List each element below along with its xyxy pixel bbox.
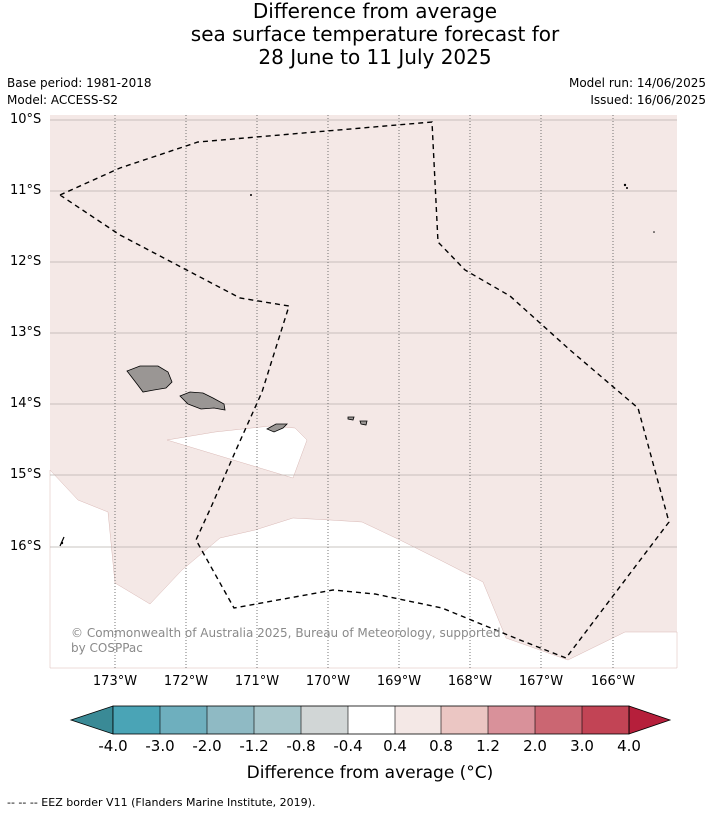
lat-label-16s: 16°S xyxy=(10,539,42,554)
eez-borders xyxy=(59,121,670,659)
colorbar-tick-label: -0.4 xyxy=(333,737,363,755)
lat-label-14s: 14°S xyxy=(10,396,42,411)
lon-label-173w: 173°W xyxy=(92,674,138,689)
islet-4 xyxy=(653,231,655,233)
island-tutuila xyxy=(266,423,288,433)
colorbar-segment xyxy=(301,706,348,734)
map-title: Difference from average sea surface temp… xyxy=(0,0,713,69)
lon-label-169w: 169°W xyxy=(376,674,422,689)
island-manua-1 xyxy=(347,416,355,421)
title-line-1: Difference from average xyxy=(252,0,498,23)
colorbar-segment xyxy=(254,706,301,734)
lat-label-13s: 13°S xyxy=(10,325,42,340)
colorbar-segment xyxy=(488,706,535,734)
islet-3 xyxy=(626,187,628,189)
colorbar-segment xyxy=(441,706,488,734)
lat-label-15s: 15°S xyxy=(10,467,42,482)
colorbar-tick-label: 0.4 xyxy=(383,737,407,755)
copyright-notice: © Commonwealth of Australia 2025, Bureau… xyxy=(71,626,501,655)
lat-label-11s: 11°S xyxy=(10,183,42,198)
lon-grid xyxy=(114,115,614,668)
colorbar-extend-low xyxy=(69,705,114,735)
lat-label-10s: 10°S xyxy=(10,112,42,127)
colorbar-segment xyxy=(395,706,441,734)
issued-date: Issued: 16/06/2025 xyxy=(590,93,706,107)
colorbar xyxy=(69,705,672,735)
colorbar-segment xyxy=(207,706,254,734)
lon-label-170w: 170°W xyxy=(305,674,351,689)
colorbar-outline xyxy=(112,705,630,735)
colorbar-tick-label: -0.8 xyxy=(286,737,316,755)
near-average-region-south xyxy=(49,469,678,669)
colorbar-tick-label: -3.0 xyxy=(145,737,175,755)
lon-label-171w: 171°W xyxy=(234,674,280,689)
near-average-region-north xyxy=(166,425,308,479)
islet-1 xyxy=(250,194,252,196)
colorbar-tick-label: 0.8 xyxy=(429,737,453,755)
eez-legend: -- -- -- EEZ border V11 (Flanders Marine… xyxy=(7,796,316,809)
island-manua-2 xyxy=(359,420,368,426)
islet-2 xyxy=(623,183,627,187)
model-name: Model: ACCESS-S2 xyxy=(7,93,119,107)
colorbar-segment xyxy=(535,706,582,734)
eez-samoa xyxy=(59,121,670,659)
eez-fragment xyxy=(59,536,65,547)
lat-grid xyxy=(50,119,677,548)
lon-label-167w: 167°W xyxy=(518,674,564,689)
meta-right: Model run: 14/06/2025 Issued: 16/06/2025 xyxy=(569,75,706,109)
title-line-3: 28 June to 11 July 2025 xyxy=(258,45,492,69)
colorbar-tick-label: 4.0 xyxy=(617,737,641,755)
colorbar-title: Difference from average (°C) xyxy=(246,763,494,783)
colorbar-segment xyxy=(160,706,207,734)
title-line-2: sea surface temperature forecast for xyxy=(190,22,560,46)
colorbar-segment xyxy=(582,706,629,734)
colorbar-tick-label: -2.0 xyxy=(192,737,222,755)
model-run: Model run: 14/06/2025 xyxy=(568,76,706,90)
island-upolu xyxy=(179,391,226,411)
lon-label-166w: 166°W xyxy=(590,674,636,689)
lon-label-168w: 168°W xyxy=(447,674,493,689)
colorbar-tick-label: -1.2 xyxy=(239,737,269,755)
colorbar-extend-high xyxy=(628,705,672,735)
meta-left: Base period: 1981-2018 Model: ACCESS-S2 xyxy=(7,75,152,109)
colorbar-segment xyxy=(348,706,395,734)
colorbar-tick-label: 1.2 xyxy=(476,737,500,755)
base-period: Base period: 1981-2018 xyxy=(7,76,152,90)
colorbar-segment xyxy=(113,706,160,734)
colorbar-tick-label: 3.0 xyxy=(570,737,594,755)
colorbar-tick-label: -4.0 xyxy=(98,737,128,755)
island-savaii xyxy=(126,365,173,393)
colorbar-tick-label: 2.0 xyxy=(523,737,547,755)
lat-label-12s: 12°S xyxy=(10,254,42,269)
lon-label-172w: 172°W xyxy=(163,674,209,689)
